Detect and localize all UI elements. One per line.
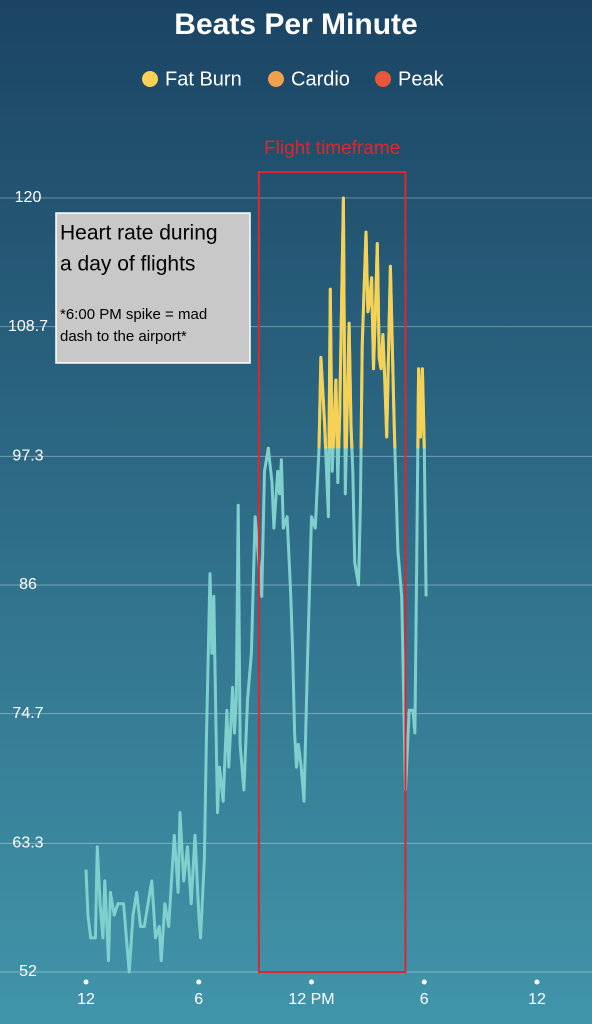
x-tick-dot [196,979,202,985]
note-title: Heart rate during [60,222,218,245]
note-title: a day of flights [60,253,195,276]
y-tick-label: 52 [19,963,37,980]
y-tick-label: 63.3 [12,835,43,852]
flight-box [257,171,407,973]
y-tick-label: 97.3 [12,448,43,465]
x-tick-label: 6 [420,991,429,1008]
legend-label: Fat Burn [165,68,242,90]
x-tick-label: 12 [77,991,95,1008]
legend-swatch [142,71,158,87]
y-tick-label: 108.7 [8,318,48,335]
legend-label: Cardio [291,68,350,90]
note-text: *6:00 PM spike = mad [60,306,207,323]
x-tick-label: 6 [194,991,203,1008]
x-tick-label: 12 PM [288,991,334,1008]
x-tick-dot [83,979,89,985]
legend-label: Peak [398,68,445,90]
note-box [55,212,251,364]
y-tick-label: 86 [19,576,37,593]
y-tick-label: 120 [15,189,42,206]
legend-swatch [375,71,391,87]
flight-label: Flight timeframe [264,138,400,159]
x-tick-dot [534,979,540,985]
y-tick-label: 74.7 [12,705,43,722]
x-tick-dot [421,979,427,985]
legend-swatch [268,71,284,87]
note-text: dash to the airport* [60,328,187,345]
x-tick-label: 12 [528,991,546,1008]
x-tick-dot [309,979,314,985]
chart-title: Beats Per Minute [174,8,417,41]
fat-burn-line [266,196,426,449]
